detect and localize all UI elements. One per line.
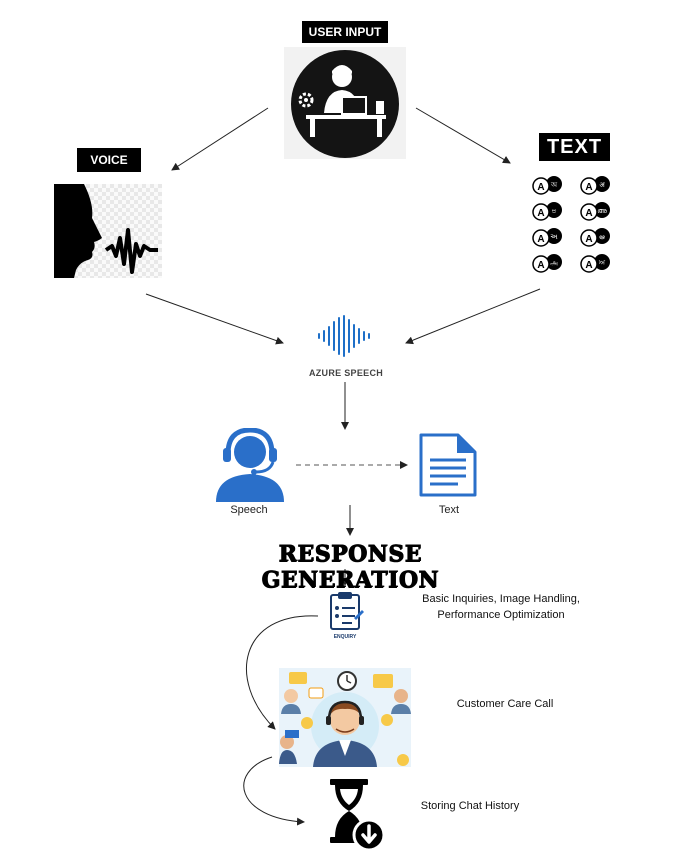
latin-letter: A xyxy=(537,260,544,271)
latin-letter: A xyxy=(585,208,592,219)
azure-speech-waveform-icon xyxy=(318,315,370,357)
storing-chat-history-label: Storing Chat History xyxy=(420,800,520,812)
latin-letter: A xyxy=(537,234,544,245)
latin-letter: A xyxy=(585,260,592,271)
hourglass-download-icon xyxy=(330,779,385,852)
customer-care-illustration xyxy=(279,668,411,767)
customer-care-call-label: Customer Care Call xyxy=(456,698,554,710)
user-at-desk-icon xyxy=(284,47,406,159)
arrow-user-to-text xyxy=(415,107,511,164)
text-label: TEXT xyxy=(539,133,610,161)
basic-inquiries-label: Basic Inquiries, Image Handling, Perform… xyxy=(422,593,580,621)
indic-letter: અ xyxy=(550,234,558,241)
curve-care-to-history xyxy=(243,756,305,826)
latin-letter: A xyxy=(537,182,544,193)
response-generation-heading: RESPONSE GENERATION xyxy=(261,541,439,593)
arrow-user-to-voice xyxy=(171,107,269,171)
text-doc-label: Text xyxy=(438,504,460,516)
enquiry-clipboard-icon xyxy=(330,592,364,630)
indic-letter: ಅ xyxy=(552,208,557,215)
text-document-icon xyxy=(419,433,477,497)
arrow-text-to-azure xyxy=(405,288,541,345)
arrow-voice-to-azure xyxy=(145,293,284,345)
indic-letter: ਅ xyxy=(598,260,606,267)
indic-letter: अ xyxy=(599,182,605,189)
latin-letter: A xyxy=(585,234,592,245)
curve-enquiry-to-care xyxy=(246,615,319,730)
speech-label: Speech xyxy=(230,504,268,516)
indic-letter: ఆ xyxy=(599,234,605,241)
language-bubbles-icon: A অ A अA ಅ A അA અ A ఆA அ A ਅ xyxy=(526,170,620,276)
indic-letter: অ xyxy=(550,182,558,189)
voice-head-icon xyxy=(54,184,162,278)
headset-agent-icon xyxy=(216,428,284,502)
azure-speech-label: AZURE SPEECH xyxy=(308,368,384,378)
latin-letter: A xyxy=(537,208,544,219)
latin-letter: A xyxy=(585,182,592,193)
indic-letter: അ xyxy=(597,208,607,215)
indic-letter: அ xyxy=(550,260,558,267)
enquiry-label: ENQUIRY xyxy=(333,634,357,640)
user-input-label: USER INPUT xyxy=(302,21,388,43)
voice-label: VOICE xyxy=(77,148,141,172)
